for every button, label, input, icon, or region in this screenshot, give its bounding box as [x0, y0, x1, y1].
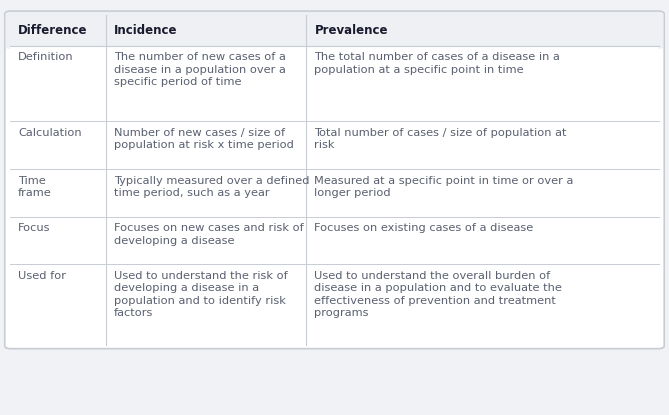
Bar	[10, 121, 659, 169]
Text: population at a specific point in time: population at a specific point in time	[314, 65, 524, 75]
Text: Total number of cases / size of population at: Total number of cases / size of populati…	[314, 128, 567, 138]
Text: Used to understand the risk of: Used to understand the risk of	[114, 271, 288, 281]
Text: developing a disease: developing a disease	[114, 236, 234, 246]
Text: frame: frame	[18, 188, 52, 198]
Text: Incidence: Incidence	[114, 24, 177, 37]
Text: longer period: longer period	[314, 188, 391, 198]
Bar	[10, 217, 659, 264]
Text: Prevalence: Prevalence	[314, 24, 388, 37]
Text: developing a disease in a: developing a disease in a	[114, 283, 259, 293]
Bar	[10, 46, 659, 121]
Text: Focus: Focus	[18, 223, 51, 233]
Text: disease in a population and to evaluate the: disease in a population and to evaluate …	[314, 283, 563, 293]
Text: factors: factors	[114, 308, 153, 318]
Text: Typically measured over a defined: Typically measured over a defined	[114, 176, 309, 186]
Text: Calculation: Calculation	[18, 128, 82, 138]
Text: The number of new cases of a: The number of new cases of a	[114, 52, 286, 62]
Text: disease in a population over a: disease in a population over a	[114, 65, 286, 75]
Text: Used for: Used for	[18, 271, 66, 281]
FancyBboxPatch shape	[5, 11, 664, 49]
Text: population and to identify risk: population and to identify risk	[114, 296, 286, 306]
Text: Difference: Difference	[18, 24, 88, 37]
Bar	[10, 169, 659, 217]
Text: Measured at a specific point in time or over a: Measured at a specific point in time or …	[314, 176, 574, 186]
Text: programs: programs	[314, 308, 369, 318]
Text: Focuses on existing cases of a disease: Focuses on existing cases of a disease	[314, 223, 534, 233]
FancyBboxPatch shape	[5, 11, 664, 349]
Text: population at risk x time period: population at risk x time period	[114, 140, 294, 150]
Text: Definition: Definition	[18, 52, 74, 62]
Text: specific period of time: specific period of time	[114, 77, 242, 87]
Text: Focuses on new cases and risk of: Focuses on new cases and risk of	[114, 223, 304, 233]
Bar	[10, 264, 659, 345]
Bar	[10, 30, 659, 46]
Text: Used to understand the overall burden of: Used to understand the overall burden of	[314, 271, 551, 281]
Text: Time: Time	[18, 176, 45, 186]
Text: time period, such as a year: time period, such as a year	[114, 188, 270, 198]
Text: effectiveness of prevention and treatment: effectiveness of prevention and treatmen…	[314, 296, 557, 306]
Text: The total number of cases of a disease in a: The total number of cases of a disease i…	[314, 52, 561, 62]
Text: risk: risk	[314, 140, 335, 150]
Text: Number of new cases / size of: Number of new cases / size of	[114, 128, 285, 138]
